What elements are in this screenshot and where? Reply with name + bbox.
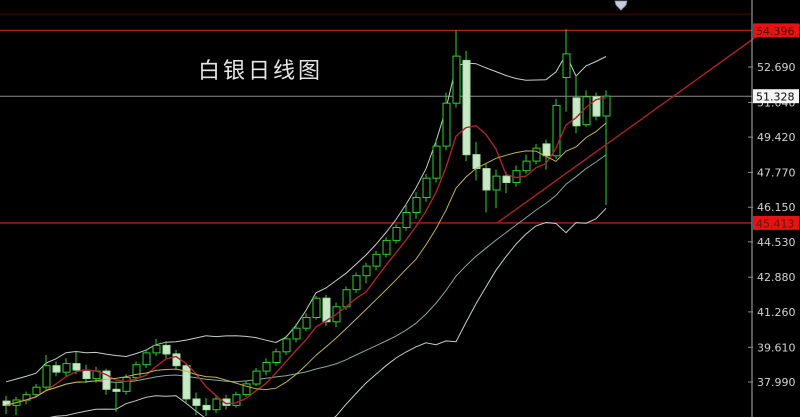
candle-body-up <box>432 145 441 179</box>
candle-body-down <box>202 404 211 411</box>
candle-body-down <box>82 369 91 380</box>
candle-body-up <box>32 386 41 396</box>
sma-mid-line <box>5 122 607 406</box>
candle-body-up <box>132 364 141 379</box>
candle-body-up <box>362 265 371 277</box>
candle-body-up <box>352 275 361 291</box>
candle-body-up <box>282 338 291 353</box>
candle-body-down <box>52 365 61 373</box>
y-axis-label: 39.610 <box>757 341 796 354</box>
candle-body-up <box>262 362 271 372</box>
y-axis-label: 41.260 <box>757 306 796 319</box>
candle-body-up <box>422 177 431 198</box>
candle-body-down <box>572 97 581 127</box>
candle-body-up <box>492 175 501 191</box>
y-axis-label: 52.690 <box>757 61 796 74</box>
candle-body-up <box>372 253 381 267</box>
candle-body-up <box>62 363 71 373</box>
candle-body-up <box>142 352 151 366</box>
candle-body-up <box>42 365 51 388</box>
sma-fast-line <box>5 97 607 407</box>
y-axis-label: 46.150 <box>757 201 796 214</box>
candle-body-up <box>122 377 131 392</box>
candle-body-down <box>192 398 201 406</box>
candle-body-up <box>302 317 311 329</box>
candle-body-up <box>402 212 411 228</box>
candle-body-down <box>462 59 471 156</box>
candle-body-up <box>532 147 541 162</box>
y-axis-label: 47.770 <box>757 166 796 179</box>
candle-body-down <box>102 370 111 390</box>
candle-body-up <box>242 383 251 396</box>
candle-body-down <box>322 297 331 323</box>
candle-body-up <box>392 227 401 241</box>
candle-body-up <box>602 95 611 117</box>
price-label-box <box>753 215 799 230</box>
y-axis-label: 49.420 <box>757 131 796 144</box>
price-label-box <box>753 89 799 104</box>
candle-body-up <box>252 370 261 385</box>
candle-body-up <box>232 394 241 406</box>
y-axis-label: 37.990 <box>757 376 796 389</box>
boll-lower-band <box>49 207 607 417</box>
candle-body-down <box>222 398 231 406</box>
candle-body-up <box>522 160 531 172</box>
candle-body-up <box>562 53 571 79</box>
candle-body-down <box>472 154 481 170</box>
candle-body-up <box>552 104 561 157</box>
candle-body-up <box>212 398 221 411</box>
boll-upper-band <box>5 53 607 383</box>
price-label-text: 45.413 <box>756 217 795 230</box>
scroll-marker-icon[interactable] <box>614 0 628 11</box>
candle-body-down <box>482 168 491 191</box>
candle-body-up <box>152 344 161 354</box>
candle-body-down <box>112 388 121 392</box>
price-label-box <box>753 23 799 38</box>
candle-body-up <box>452 55 461 104</box>
candle-body-up <box>412 197 421 213</box>
candle-body-up <box>382 239 391 255</box>
candle-body-down <box>72 363 81 371</box>
candle-body-up <box>582 96 591 126</box>
candle-body-down <box>542 143 551 157</box>
candle-body-down <box>182 365 191 400</box>
price-label-text: 51.328 <box>756 91 795 104</box>
y-axis-label: 42.880 <box>757 271 796 284</box>
candle-body-up <box>292 327 301 340</box>
candle-body-up <box>312 297 321 319</box>
candle-body-down <box>592 96 601 117</box>
candle-body-down <box>172 353 181 367</box>
candle-body-down <box>162 344 171 355</box>
chart-title: 白银日线图 <box>198 59 324 84</box>
price-label-text: 54.396 <box>756 25 795 38</box>
candle-body-up <box>272 351 281 363</box>
candle-body-up <box>442 102 451 147</box>
y-axis-label: 44.530 <box>757 236 796 249</box>
candle-body-down <box>502 175 511 184</box>
trend-line[interactable] <box>496 33 761 224</box>
